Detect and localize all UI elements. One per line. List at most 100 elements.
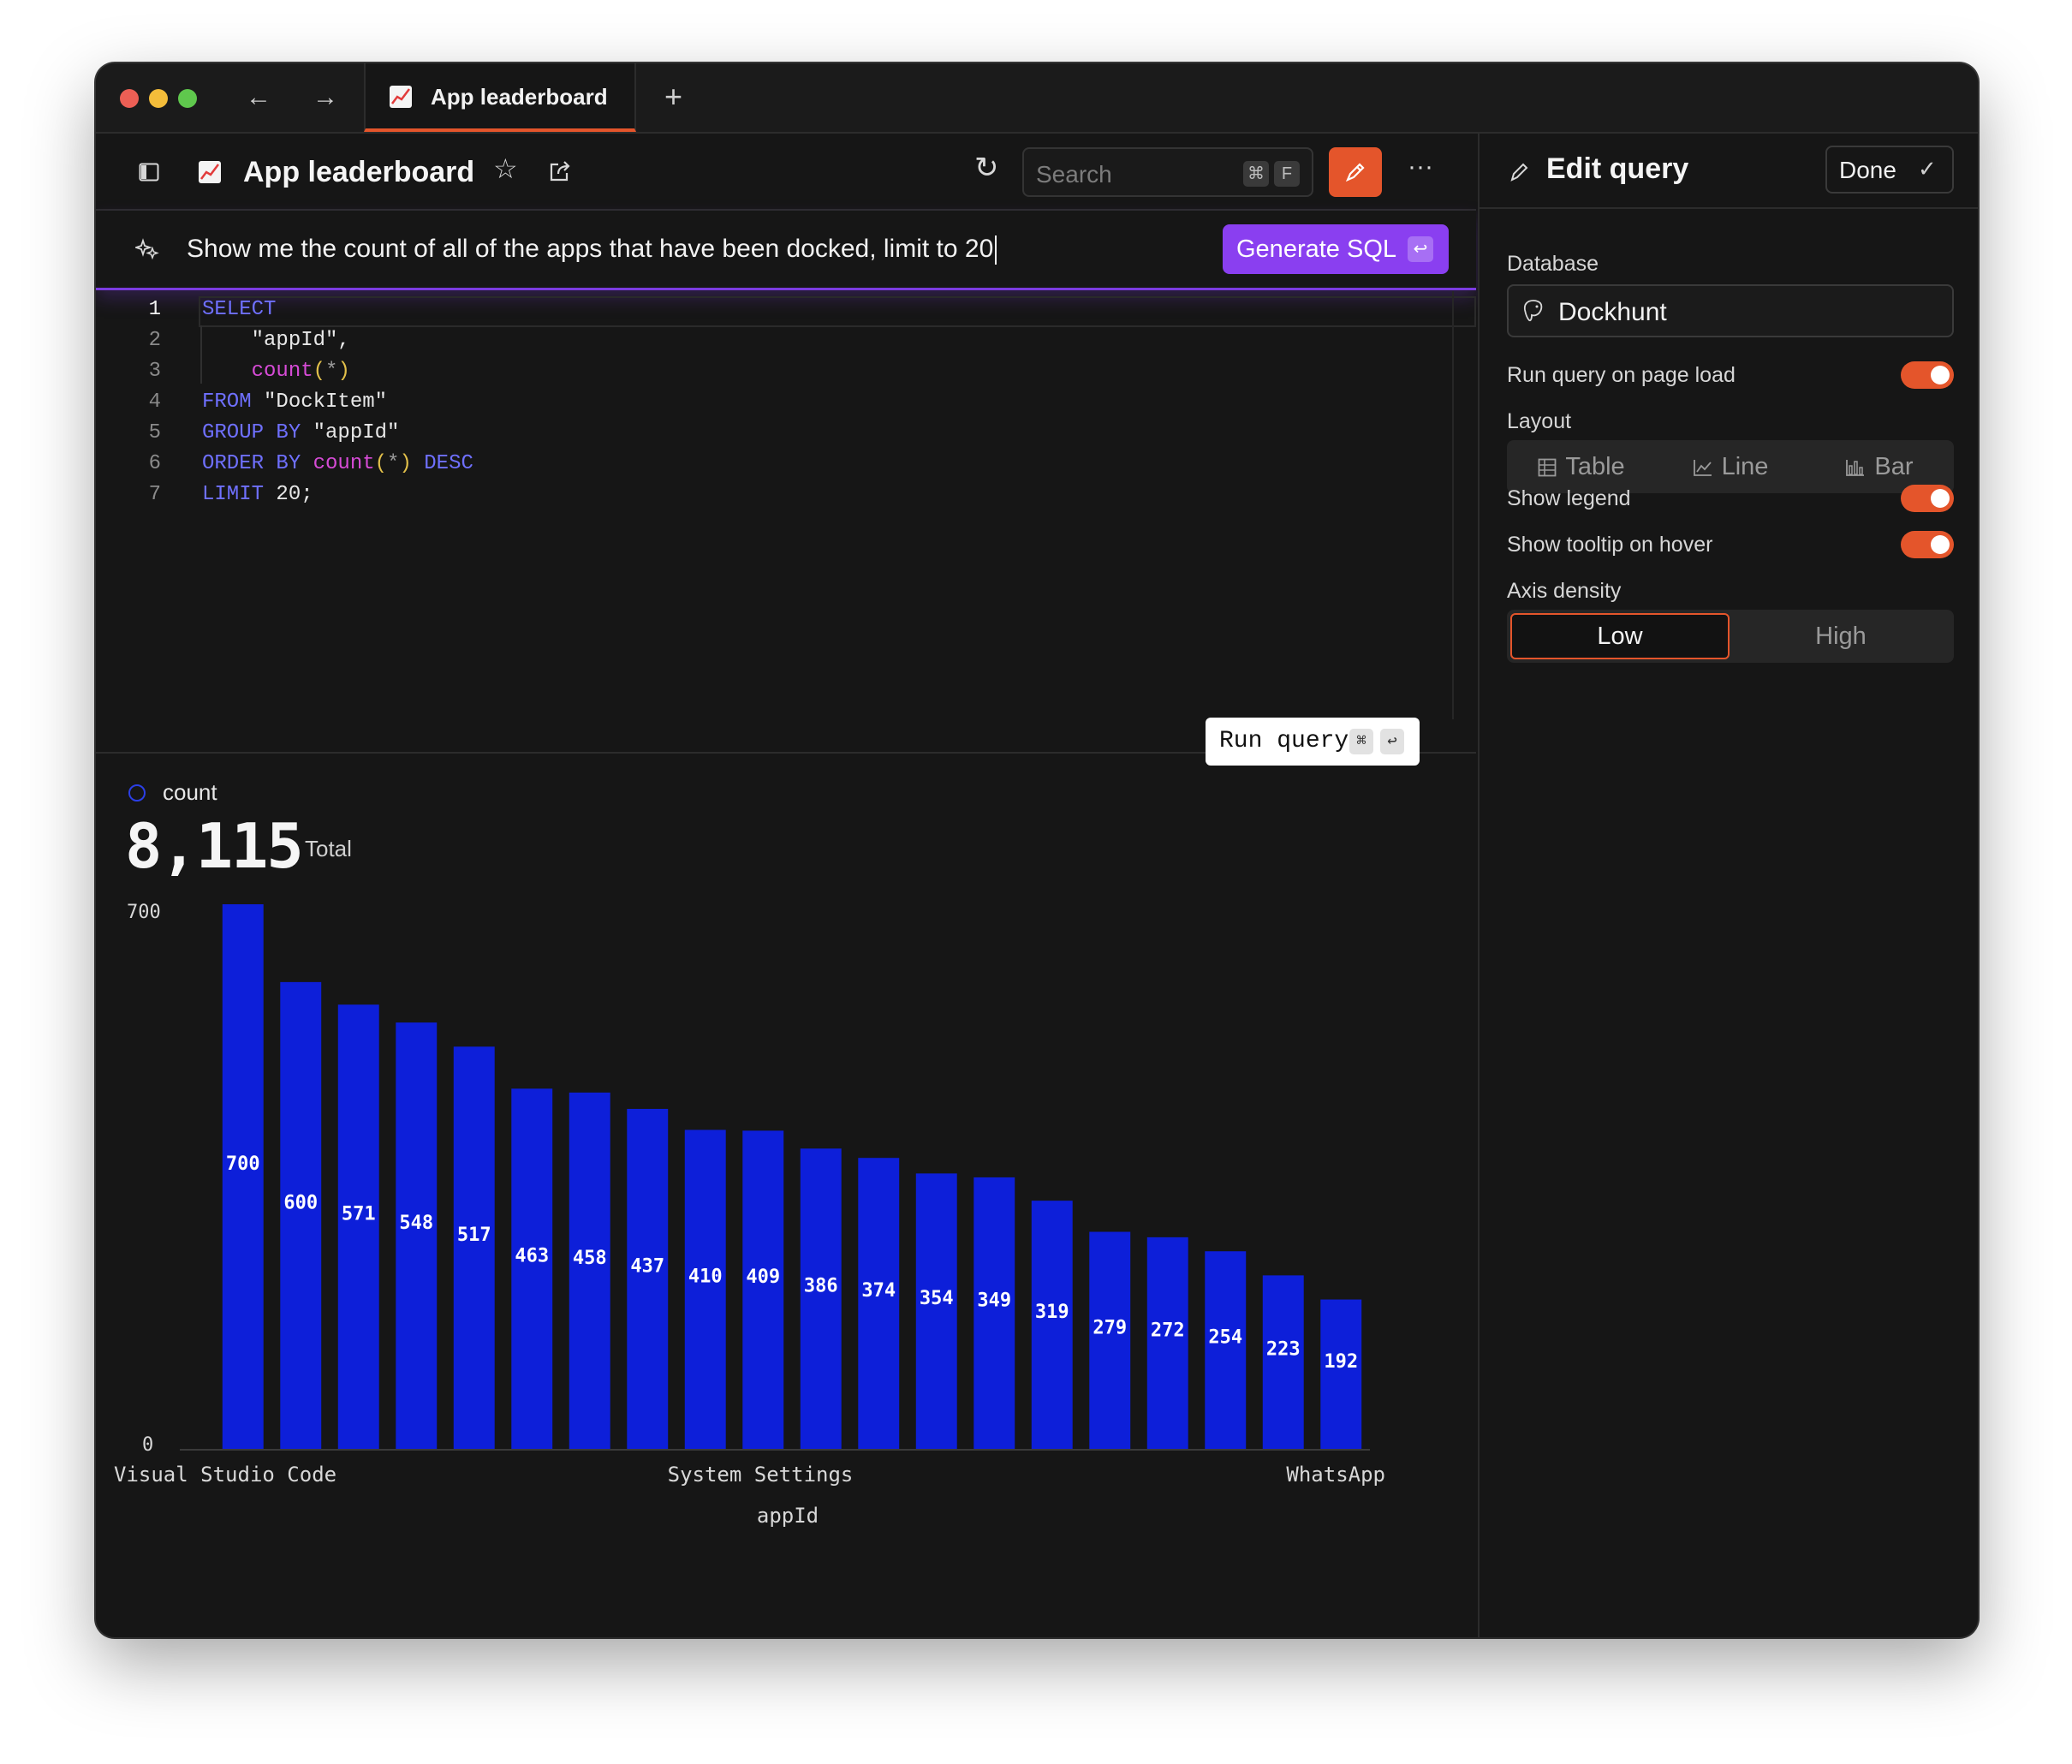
bar-value-label: 409 (746, 1266, 780, 1288)
bar-value-label: 354 (920, 1288, 954, 1309)
line-number: 1 (148, 298, 161, 321)
bar-value-label: 223 (1266, 1339, 1301, 1361)
axis-density-segmented-control: Low High (1507, 610, 1954, 663)
sidebar-toggle-icon[interactable] (139, 163, 159, 182)
chart-emoji-icon (390, 86, 412, 108)
bar (337, 1004, 379, 1449)
bar (569, 1092, 610, 1449)
editor-scrollbar[interactable] (1452, 291, 1454, 719)
bar-value-label: 458 (573, 1248, 607, 1269)
run-query-button[interactable]: Run query ⌘ ↩ (1206, 718, 1420, 766)
code-line: 5 GROUP BY "appId" (96, 421, 1476, 452)
legend-marker-icon[interactable] (128, 784, 146, 802)
tab-app-leaderboard[interactable]: App leaderboard (364, 63, 636, 132)
toggle-knob (1931, 535, 1950, 554)
edit-query-button[interactable] (1329, 147, 1382, 197)
legend-label[interactable]: count (163, 779, 217, 805)
forward-arrow-icon[interactable]: → (313, 83, 338, 111)
line-chart-icon (1693, 460, 1712, 476)
bar (453, 1046, 495, 1449)
layout-option-line[interactable]: Line (1656, 440, 1805, 493)
bar-value-label: 463 (515, 1246, 549, 1267)
ai-prompt-bar[interactable]: Show me the count of all of the apps tha… (96, 211, 1476, 290)
bar (684, 1129, 726, 1449)
run-on-load-toggle[interactable] (1901, 361, 1954, 389)
bar (800, 1148, 842, 1449)
run-query-shortcut-cmd: ⌘ (1349, 729, 1373, 754)
bar (1262, 1275, 1304, 1449)
sql-editor[interactable]: 1 SELECT 2 "appId", 3 count(*) 4 FROM "D… (96, 291, 1476, 766)
table-icon (1538, 458, 1557, 477)
layout-label: Layout (1507, 409, 1572, 433)
x-tick-label: Visual Studio Code (114, 1463, 336, 1487)
show-legend-label: Show legend (1507, 486, 1631, 510)
line-number: 6 (148, 452, 161, 475)
close-window-button[interactable] (120, 89, 139, 108)
tab-title: App leaderboard (431, 84, 608, 110)
refresh-icon[interactable]: ↻ (974, 152, 999, 184)
show-tooltip-toggle[interactable] (1901, 531, 1954, 558)
indent-guide (200, 325, 202, 384)
line-number: 3 (148, 360, 161, 383)
show-legend-toggle[interactable] (1901, 485, 1954, 512)
panel-title: Edit query (1546, 152, 1689, 185)
title-bar: ← → App leaderboard + (96, 63, 1978, 134)
line-number: 7 (148, 483, 161, 506)
page-header: App leaderboard ☆ ↻ Search ⌘ F ··· (96, 134, 1476, 211)
x-tick-label: WhatsApp (1286, 1463, 1385, 1487)
axis-density-option-low[interactable]: Low (1597, 623, 1643, 650)
bar (1146, 1237, 1188, 1449)
bar-value-label: 279 (1093, 1317, 1127, 1338)
database-select[interactable]: Dockhunt (1507, 284, 1954, 337)
layout-option-label: Line (1721, 453, 1769, 480)
share-icon[interactable] (548, 159, 572, 183)
search-input[interactable]: Search ⌘ F (1022, 147, 1313, 197)
y-tick-label: 700 (127, 902, 161, 923)
layout-option-bar[interactable]: Bar (1805, 440, 1954, 493)
toggle-knob (1931, 489, 1950, 508)
pencil-icon (1510, 163, 1528, 182)
bar (1089, 1231, 1131, 1449)
generate-sql-button[interactable]: Generate SQL ↩ (1223, 224, 1449, 274)
bar-value-label: 386 (804, 1276, 838, 1297)
prompt-text: Show me the count of all of the apps tha… (187, 235, 994, 263)
bar (1205, 1251, 1247, 1449)
bar-value-label: 374 (861, 1280, 896, 1302)
zoom-window-button[interactable] (178, 89, 197, 108)
code-text: FROM "DockItem" (202, 390, 388, 414)
bar-value-label: 700 (226, 1153, 260, 1175)
code-line: 2 "appId", (96, 329, 1476, 360)
layout-option-table[interactable]: Table (1507, 440, 1656, 493)
bar (1031, 1201, 1073, 1449)
selected-segment (1510, 613, 1730, 659)
layout-option-label: Table (1565, 453, 1625, 480)
bar-chart: 700 0 700 600 571 548 517 463 458 437 410 409 386 374… (114, 902, 1385, 1528)
code-line: 4 FROM "DockItem" (96, 390, 1476, 421)
bar-value-label: 548 (399, 1213, 433, 1234)
bar (627, 1108, 669, 1449)
bar-value-label: 410 (688, 1266, 723, 1288)
bar-chart-icon (1846, 460, 1865, 476)
prompt-input[interactable]: Show me the count of all of the apps tha… (187, 235, 997, 265)
minimize-window-button[interactable] (149, 89, 168, 108)
generate-sql-shortcut: ↩ (1408, 236, 1433, 262)
search-shortcut-cmd: ⌘ (1243, 161, 1269, 187)
x-tick-label: System Settings (668, 1463, 854, 1487)
bar (742, 1130, 784, 1449)
code-text: "appId", (202, 329, 350, 352)
axis-density-option-high[interactable]: High (1815, 623, 1867, 650)
page-title: App leaderboard (243, 156, 475, 188)
bar-value-label: 272 (1151, 1320, 1185, 1341)
new-tab-plus-icon[interactable]: + (664, 79, 683, 114)
app-window: ← → App leaderboard + App leaderboard ☆ … (96, 63, 1978, 1637)
back-arrow-icon[interactable]: ← (246, 83, 271, 111)
done-button[interactable]: Done ✓ (1825, 146, 1954, 194)
bar (858, 1158, 900, 1449)
bar-value-label: 571 (342, 1204, 376, 1225)
more-options-icon[interactable]: ··· (1408, 152, 1433, 181)
total-value: 8,115 (125, 810, 304, 882)
bar-value-label: 517 (457, 1225, 491, 1246)
postgres-elephant-icon (1523, 300, 1543, 322)
star-icon[interactable]: ☆ (493, 153, 518, 184)
show-tooltip-label: Show tooltip on hover (1507, 533, 1713, 557)
